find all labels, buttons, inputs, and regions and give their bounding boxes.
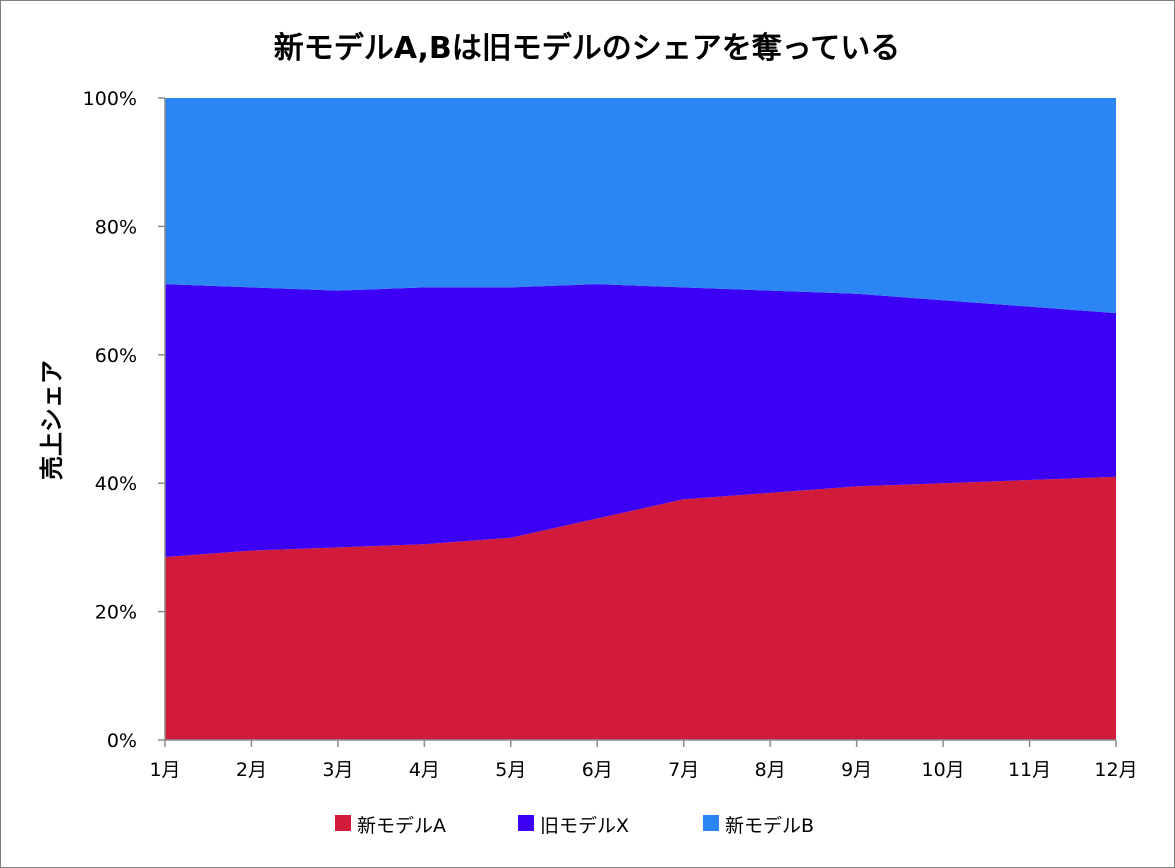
legend-label-3: 新モデルB bbox=[725, 815, 814, 837]
x-tick-label: 5月 bbox=[495, 759, 526, 781]
x-tick-label: 7月 bbox=[668, 759, 699, 781]
y-tick-label: 40% bbox=[95, 473, 137, 495]
x-tick-label: 6月 bbox=[582, 759, 613, 781]
y-tick-label: 60% bbox=[95, 345, 137, 367]
legend-swatch-3 bbox=[703, 815, 719, 831]
chart-title: 新モデルA,Bは旧モデルのシェアを奪っている bbox=[274, 31, 901, 66]
axes bbox=[158, 97, 1117, 747]
x-tick-label: 11月 bbox=[1008, 759, 1051, 781]
x-tick-label: 1月 bbox=[149, 759, 180, 781]
x-tick-label: 2月 bbox=[236, 759, 267, 781]
x-tick-label: 9月 bbox=[841, 759, 872, 781]
x-tick-label: 3月 bbox=[322, 759, 353, 781]
y-tick-labels: 0% 20% 40% 60% 80% 100% bbox=[83, 88, 137, 752]
x-tick-label: 10月 bbox=[921, 759, 964, 781]
area-series-1 bbox=[165, 476, 1116, 740]
y-axis-label: 売上シェア bbox=[38, 360, 66, 480]
x-tick-label: 8月 bbox=[755, 759, 786, 781]
plot-areas bbox=[165, 98, 1116, 740]
x-tick-label: 12月 bbox=[1094, 759, 1137, 781]
legend-label-2: 旧モデルX bbox=[540, 815, 629, 837]
x-tick-labels: 1月 2月 3月 4月 5月 6月 7月 8月 9月 10月 11月 12月 bbox=[149, 759, 1137, 781]
y-tick-label: 80% bbox=[95, 216, 137, 238]
legend: 新モデルA 旧モデルX 新モデルB bbox=[335, 815, 814, 837]
area-series-2 bbox=[165, 284, 1116, 558]
y-tick-label: 100% bbox=[83, 88, 137, 110]
y-tick-label: 0% bbox=[107, 730, 137, 752]
area-series-3 bbox=[165, 98, 1116, 314]
x-tick-label: 4月 bbox=[409, 759, 440, 781]
legend-swatch-1 bbox=[335, 815, 351, 831]
legend-swatch-2 bbox=[518, 815, 534, 831]
y-tick-label: 20% bbox=[95, 602, 137, 624]
legend-label-1: 新モデルA bbox=[357, 815, 446, 837]
